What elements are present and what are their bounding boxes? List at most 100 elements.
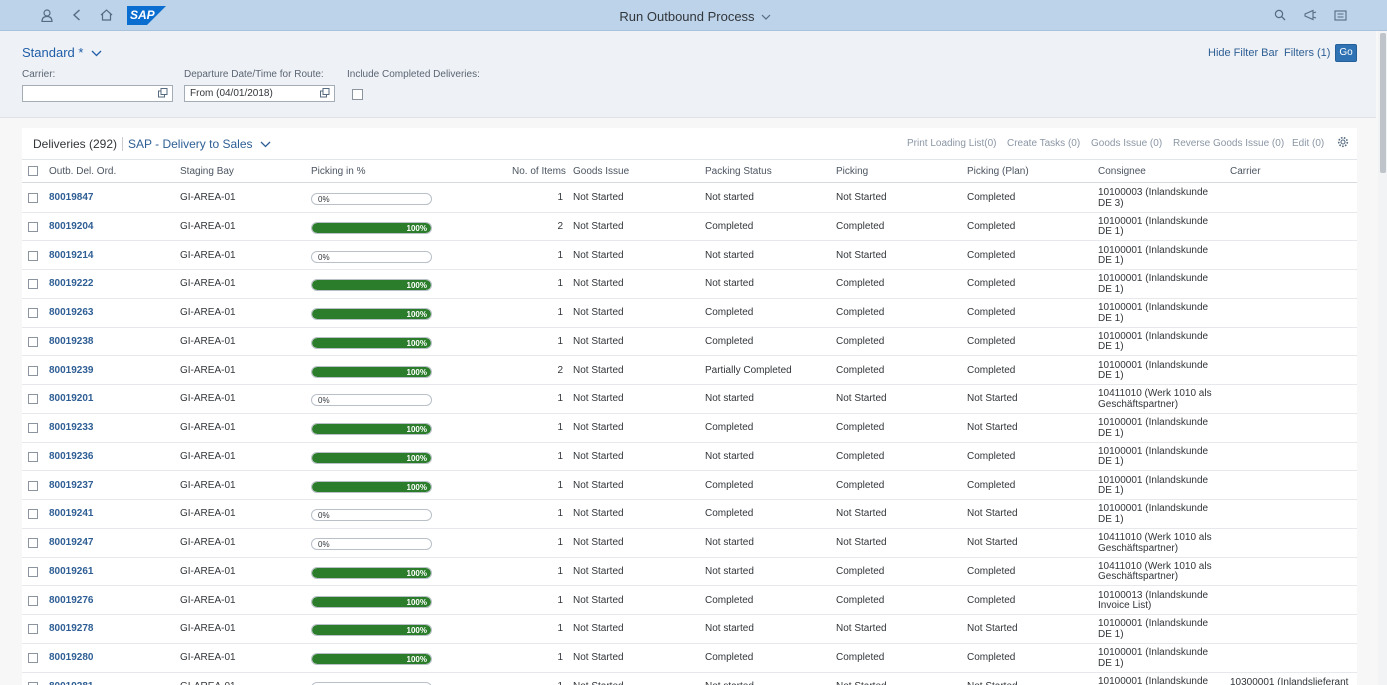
table-row[interactable]: 80019238 GI-AREA-01 100% 1 Not Started C… [22, 328, 1357, 357]
delivery-link[interactable]: 80019233 [49, 422, 94, 433]
column-header-outb-del-ord[interactable]: Outb. Del. Ord. [49, 166, 117, 177]
delivery-link[interactable]: 80019847 [49, 192, 94, 203]
table-row[interactable]: 80019204 GI-AREA-01 100% 2 Not Started C… [22, 213, 1357, 242]
column-header-goods-issue[interactable]: Goods Issue [573, 166, 630, 177]
row-checkbox[interactable] [28, 566, 38, 577]
table-row[interactable]: 80019276 GI-AREA-01 100% 1 Not Started C… [22, 587, 1357, 616]
column-header-picking[interactable]: Picking [836, 166, 869, 177]
picking-plan-status: Not Started [967, 681, 1018, 685]
delivery-link[interactable]: 80019281 [49, 681, 94, 685]
table-row[interactable]: 80019278 GI-AREA-01 100% 1 Not Started N… [22, 615, 1357, 644]
table-row[interactable]: 80019222 GI-AREA-01 100% 1 Not Started N… [22, 270, 1357, 299]
row-checkbox[interactable] [28, 423, 38, 433]
scrollbar-thumb[interactable] [1380, 33, 1386, 173]
delivery-link[interactable]: 80019222 [49, 278, 94, 290]
column-header-packing-status[interactable]: Packing Status [705, 166, 772, 177]
row-checkbox[interactable] [28, 250, 38, 261]
delivery-link[interactable]: 80019239 [49, 364, 94, 376]
column-header-carrier[interactable]: Carrier [1230, 166, 1261, 177]
filters-button[interactable]: Filters (1) [1284, 47, 1331, 59]
reverse-goods-issue-button[interactable]: Reverse Goods Issue (0) [1173, 138, 1285, 149]
departure-field[interactable]: From (04/01/2018) [184, 85, 335, 102]
table-row[interactable]: 80019214 GI-AREA-01 0% 1 Not Started Not… [22, 242, 1357, 271]
value-help-icon[interactable] [320, 88, 330, 98]
table-row[interactable]: 80019233 GI-AREA-01 100% 1 Not Started C… [22, 414, 1357, 443]
row-checkbox[interactable] [28, 308, 38, 318]
column-header-staging-bay[interactable]: Staging Bay [180, 166, 234, 177]
home-icon[interactable] [97, 6, 115, 24]
delivery-link[interactable]: 80019236 [49, 450, 94, 462]
include-completed-checkbox[interactable] [352, 89, 363, 100]
app-title-menu[interactable]: Run Outbound Process [560, 8, 830, 24]
delivery-link[interactable]: 80019280 [49, 652, 94, 663]
select-all-checkbox[interactable] [28, 166, 38, 176]
table-row[interactable]: 80019261 GI-AREA-01 100% 1 Not Started N… [22, 558, 1357, 587]
row-checkbox[interactable] [28, 336, 38, 347]
delivery-link[interactable]: 80019237 [49, 479, 94, 491]
row-checkbox[interactable] [28, 653, 38, 663]
scrollbar[interactable] [1378, 31, 1387, 685]
table-row[interactable]: 80019201 GI-AREA-01 0% 1 Not Started Not… [22, 385, 1357, 414]
table-row[interactable]: 80019239 GI-AREA-01 100% 2 Not Started P… [22, 357, 1357, 386]
print-loading-list-button[interactable]: Print Loading List(0) [907, 138, 997, 149]
goods-issue-status: Not Started [573, 479, 624, 491]
row-checkbox[interactable] [28, 394, 38, 405]
picking-status: Not Started [836, 192, 887, 203]
picking-progress: 0% [311, 193, 432, 205]
column-header-picking-plan[interactable]: Picking (Plan) [967, 166, 1029, 177]
row-checkbox[interactable] [28, 480, 38, 491]
notification-icon[interactable] [1301, 6, 1319, 24]
table-row[interactable]: 80019280 GI-AREA-01 100% 1 Not Started C… [22, 644, 1357, 673]
hide-filter-bar-button[interactable]: Hide Filter Bar [1208, 47, 1279, 59]
row-checkbox[interactable] [28, 624, 38, 635]
consignee: 10100001 (Inlandskunde DE 1) [1098, 330, 1209, 353]
row-checkbox[interactable] [28, 595, 38, 606]
column-header-no-of-items[interactable]: No. of Items [512, 166, 566, 177]
carrier-field[interactable] [22, 85, 173, 102]
search-icon[interactable] [1271, 6, 1289, 24]
table-row[interactable]: 80019241 GI-AREA-01 0% 1 Not Started Com… [22, 500, 1357, 529]
delivery-link[interactable]: 80019276 [49, 594, 94, 606]
picking-status: Completed [836, 652, 885, 663]
user-icon[interactable] [38, 6, 56, 24]
row-checkbox[interactable] [28, 681, 38, 685]
row-checkbox[interactable] [28, 451, 38, 462]
delivery-link[interactable]: 80019238 [49, 335, 94, 347]
row-checkbox[interactable] [28, 221, 38, 232]
table-row[interactable]: 80019247 GI-AREA-01 0% 1 Not Started Not… [22, 529, 1357, 558]
staging-bay: GI-AREA-01 [180, 249, 236, 261]
row-checkbox[interactable] [28, 538, 38, 548]
picking-progress: 100% [311, 566, 432, 579]
delivery-link[interactable]: 80019261 [49, 565, 94, 577]
table-row[interactable]: 80019847 GI-AREA-01 0% 1 Not Started Not… [22, 184, 1357, 213]
delivery-link[interactable]: 80019247 [49, 537, 94, 548]
table-row[interactable]: 80019237 GI-AREA-01 100% 1 Not Started C… [22, 472, 1357, 501]
table-row[interactable]: 80019281 GI-AREA-01 0% 1 Not Started Not… [22, 673, 1357, 685]
table-row[interactable]: 80019236 GI-AREA-01 100% 1 Not Started N… [22, 443, 1357, 472]
picking-percent-text: 100% [406, 310, 427, 319]
delivery-link[interactable]: 80019204 [49, 220, 94, 232]
delivery-link[interactable]: 80019278 [49, 623, 94, 635]
column-header-consignee[interactable]: Consignee [1098, 166, 1146, 177]
delivery-link[interactable]: 80019214 [49, 249, 94, 261]
row-checkbox[interactable] [28, 193, 38, 203]
row-checkbox[interactable] [28, 279, 38, 290]
value-help-icon[interactable] [158, 88, 168, 98]
goods-issue-button[interactable]: Goods Issue (0) [1091, 138, 1163, 149]
table-row[interactable]: 80019263 GI-AREA-01 100% 1 Not Started C… [22, 299, 1357, 328]
delivery-link[interactable]: 80019201 [49, 393, 94, 405]
delivery-link[interactable]: 80019263 [49, 307, 94, 318]
delivery-link[interactable]: 80019241 [49, 508, 94, 520]
row-checkbox[interactable] [28, 509, 38, 520]
variant-selector[interactable]: Standard * [22, 45, 102, 60]
column-header-picking-percent[interactable]: Picking in % [311, 166, 366, 177]
row-checkbox[interactable] [28, 365, 38, 376]
create-tasks-button[interactable]: Create Tasks (0) [1007, 138, 1081, 149]
table-variant-selector[interactable]: SAP - Delivery to Sales [128, 137, 271, 151]
go-button[interactable]: Go [1335, 44, 1357, 62]
menu-icon[interactable] [1331, 6, 1349, 24]
edit-button[interactable]: Edit (0) [1292, 138, 1325, 149]
back-icon[interactable] [68, 6, 86, 24]
sap-logo[interactable]: SAP [127, 6, 166, 25]
settings-icon[interactable] [1337, 136, 1349, 148]
